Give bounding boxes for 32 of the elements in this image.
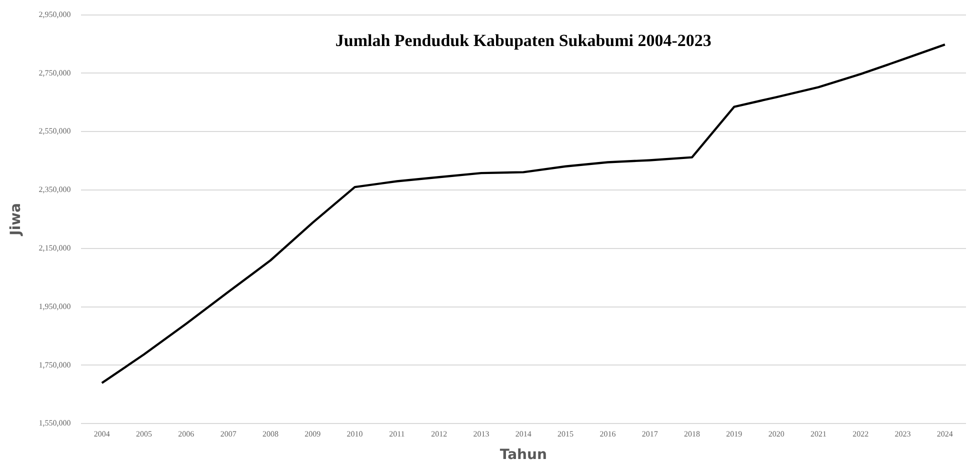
x-tick-label: 2004 (94, 429, 110, 438)
x-tick-label: 2024 (936, 429, 953, 438)
x-tick-label: 2018 (684, 429, 700, 438)
y-tick-label: 2,350,000 (38, 185, 71, 194)
x-tick-label: 2010 (346, 429, 363, 438)
x-axis-title: Tahun (500, 447, 547, 464)
y-tick-label: 1,950,000 (38, 302, 71, 311)
x-tick-label: 2017 (642, 429, 658, 438)
x-tick-label: 2023 (894, 429, 911, 438)
x-tick-label: 2020 (768, 429, 784, 438)
y-tick-label: 1,750,000 (38, 360, 71, 370)
text: Jumlah Penduduk Kabupaten Sukabumi 2004-2023 (335, 31, 712, 50)
x-tick-label: 2006 (178, 429, 194, 438)
x-tick-label: 2007 (220, 429, 236, 438)
x-tick-label: 2015 (558, 429, 574, 438)
x-tick-label: 2021 (810, 429, 826, 438)
x-tick-label: 2019 (726, 429, 742, 438)
y-tick-label: 2,550,000 (38, 126, 71, 136)
x-tick-label: 2005 (136, 429, 152, 438)
y-tick-label: 2,950,000 (38, 10, 71, 19)
y-tick-label: 1,550,000 (38, 418, 71, 428)
x-tick-label: 2013 (473, 429, 490, 438)
x-tick-label: 2008 (262, 429, 278, 438)
x-tick-label: 2012 (431, 429, 448, 438)
y-tick-label: 2,150,000 (38, 243, 71, 252)
x-tick-label: 2009 (304, 429, 321, 438)
x-tick-label: 2022 (852, 429, 869, 438)
x-tick-label: 2016 (600, 429, 616, 438)
x-tick-label: 2011 (389, 429, 405, 438)
y-axis-title: Jiwa (8, 203, 24, 236)
x-tick-label: 2014 (515, 429, 532, 438)
y-tick-label: 2,750,000 (38, 68, 71, 78)
